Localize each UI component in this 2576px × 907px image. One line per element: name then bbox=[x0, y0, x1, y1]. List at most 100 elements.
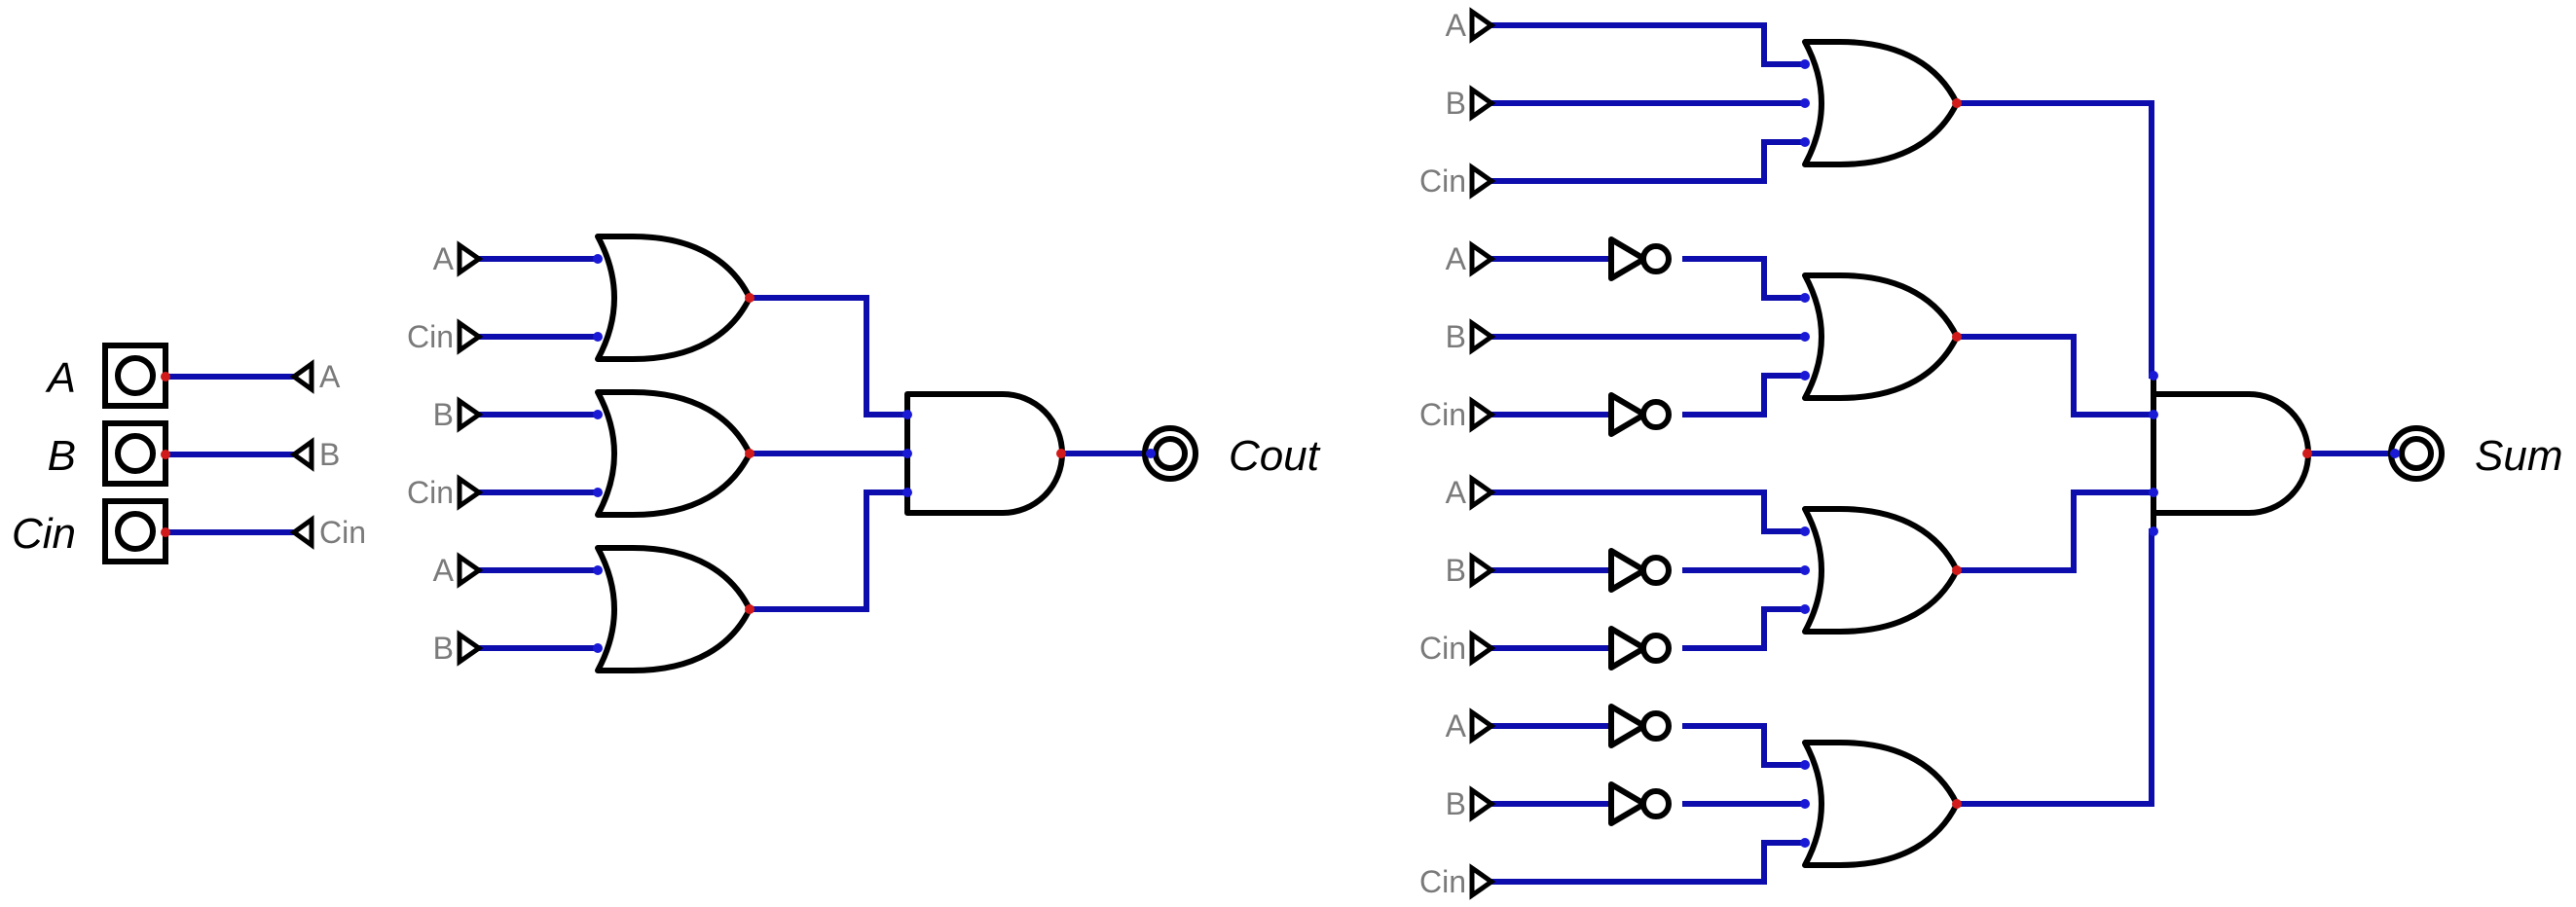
not-gates bbox=[1611, 239, 1669, 823]
tunnel-b-carry-5 bbox=[460, 635, 479, 662]
wire-carry-or3-to-and bbox=[750, 492, 907, 609]
sum-or1-port-1 bbox=[1800, 98, 1810, 108]
carry-and-port-2 bbox=[902, 488, 912, 497]
sum-or1-output-port bbox=[1952, 98, 1962, 108]
input-pin-label-cin: Cin bbox=[12, 510, 76, 558]
input-pin-port-0 bbox=[161, 372, 170, 381]
tunnel-label-b: B bbox=[319, 437, 340, 472]
sum-or3-port-1 bbox=[1800, 565, 1810, 575]
tunnel-cin-carry-3 bbox=[460, 479, 479, 506]
sum-or3-port-2 bbox=[1800, 604, 1810, 614]
tunnel-a-pin bbox=[294, 364, 312, 389]
sum-or4-port-0 bbox=[1800, 760, 1810, 770]
sum-or4-output-port bbox=[1952, 799, 1962, 809]
output-pin-cout-port bbox=[1146, 449, 1156, 458]
tunnel-a-sum-6 bbox=[1472, 479, 1491, 506]
tunnel-b-pin bbox=[294, 442, 312, 467]
tunnel-label-a: A bbox=[1446, 8, 1467, 43]
sum-or2-port-2 bbox=[1800, 371, 1810, 381]
sum-or4-port-1 bbox=[1800, 799, 1810, 809]
wire-sum-or4-in-a bbox=[1682, 726, 1805, 765]
wire-sum-or2-to-and bbox=[1957, 337, 2153, 415]
not-gate-bubble-g3-2 bbox=[1643, 635, 1669, 661]
tunnel-label-a: A bbox=[433, 241, 455, 276]
sum-or-gate-1 bbox=[1805, 42, 1957, 164]
not-gate-g3-2 bbox=[1611, 629, 1644, 668]
input-pin-cin-indicator bbox=[118, 514, 153, 549]
tunnel-cin-pin bbox=[294, 520, 312, 545]
not-gate-g4-1 bbox=[1611, 784, 1644, 823]
tunnel-label-a: A bbox=[1446, 241, 1467, 276]
tunnel-label-cin: Cin bbox=[407, 475, 454, 510]
tunnel-a-sum-0 bbox=[1472, 12, 1491, 39]
sum-or-gate-2 bbox=[1805, 275, 1957, 398]
wire-sum-or2-in-a bbox=[1682, 259, 1805, 298]
sum-or3-output-port bbox=[1952, 565, 1962, 575]
carry-or3-port-0 bbox=[593, 565, 603, 575]
tunnel-b-sum-7 bbox=[1472, 557, 1491, 584]
tunnel-a-sum-3 bbox=[1472, 245, 1491, 272]
sum-and-port-1 bbox=[2149, 410, 2158, 419]
tunnel-label-b: B bbox=[1446, 86, 1466, 121]
sum-or3-port-0 bbox=[1800, 526, 1810, 536]
tunnel-b-sum-10 bbox=[1472, 790, 1491, 817]
sum-or-gate-4 bbox=[1805, 743, 1957, 865]
carry-and-port-1 bbox=[902, 449, 912, 458]
tunnel-label-cin: Cin bbox=[1419, 631, 1466, 666]
carry-or-gate-3 bbox=[598, 548, 750, 671]
tunnel-label-b: B bbox=[1446, 786, 1466, 821]
output-pin-sum-indicator bbox=[2402, 439, 2431, 468]
sum-and-gate bbox=[2153, 394, 2308, 513]
input-pin-label-a: A bbox=[45, 354, 76, 402]
not-gate-g3-1 bbox=[1611, 551, 1644, 590]
carry-or2-output-port bbox=[745, 449, 754, 458]
sum-or2-port-1 bbox=[1800, 332, 1810, 342]
wire-sum-or3-in-a bbox=[1491, 492, 1805, 531]
input-pins: A B Cin bbox=[12, 345, 166, 562]
sum-or1-port-2 bbox=[1800, 137, 1810, 147]
not-gate-bubble-g2-2 bbox=[1643, 402, 1669, 427]
output-pin-sum-port bbox=[2390, 449, 2400, 458]
sum-or4-port-2 bbox=[1800, 838, 1810, 848]
tunnel-label-b: B bbox=[1446, 553, 1466, 588]
carry-or-gate-2 bbox=[598, 392, 750, 515]
tunnel-label-a: A bbox=[1446, 475, 1467, 510]
sum-or1-port-0 bbox=[1800, 59, 1810, 69]
input-pin-a-indicator bbox=[118, 358, 153, 393]
wire-sum-or3-to-and bbox=[1957, 492, 2153, 570]
tunnel-label-a: A bbox=[319, 359, 341, 394]
not-gate-bubble-g2-0 bbox=[1643, 246, 1669, 272]
tunnel-b-sum-1 bbox=[1472, 90, 1491, 117]
input-pin-label-b: B bbox=[48, 432, 76, 480]
tunnel-label-a: A bbox=[433, 553, 455, 588]
tunnel-label-cin: Cin bbox=[1419, 163, 1466, 199]
input-pin-b-indicator bbox=[118, 436, 153, 471]
wire-sum-or1-in-a bbox=[1491, 25, 1805, 64]
not-gate-g2-2 bbox=[1611, 395, 1644, 434]
tunnel-b-sum-4 bbox=[1472, 323, 1491, 350]
sum-and-output-port bbox=[2302, 449, 2312, 458]
carry-or2-port-1 bbox=[593, 488, 603, 497]
output-label-sum: Sum bbox=[2475, 432, 2562, 480]
not-gate-bubble-g4-0 bbox=[1643, 713, 1669, 739]
sum-and-port-0 bbox=[2149, 371, 2158, 381]
sum-or2-port-0 bbox=[1800, 293, 1810, 303]
not-gate-bubble-g4-1 bbox=[1643, 791, 1669, 816]
wire-sum-or1-in-cin bbox=[1491, 142, 1805, 181]
carry-and-port-0 bbox=[902, 410, 912, 419]
tunnel-a-sum-9 bbox=[1472, 712, 1491, 740]
input-pin-port-1 bbox=[161, 450, 170, 459]
tunnel-label-b: B bbox=[1446, 319, 1466, 354]
tunnel-a-carry-0 bbox=[460, 245, 479, 272]
tunnel-label-b: B bbox=[433, 631, 454, 666]
output-pin-cout-indicator bbox=[1156, 439, 1185, 468]
tunnel-b-carry-2 bbox=[460, 401, 479, 428]
carry-or1-output-port bbox=[745, 293, 754, 303]
carry-and-output-port bbox=[1056, 449, 1066, 458]
not-gate-g4-0 bbox=[1611, 707, 1644, 745]
tunnel-label-a: A bbox=[1446, 708, 1467, 744]
tunnel-label-cin: Cin bbox=[1419, 397, 1466, 432]
wire-sum-or3-in-cin bbox=[1682, 609, 1805, 648]
sum-or-gate-3 bbox=[1805, 509, 1957, 632]
tunnel-cin-carry-1 bbox=[460, 323, 479, 350]
